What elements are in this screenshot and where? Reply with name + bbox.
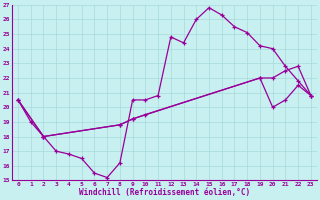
X-axis label: Windchill (Refroidissement éolien,°C): Windchill (Refroidissement éolien,°C)	[79, 188, 250, 197]
